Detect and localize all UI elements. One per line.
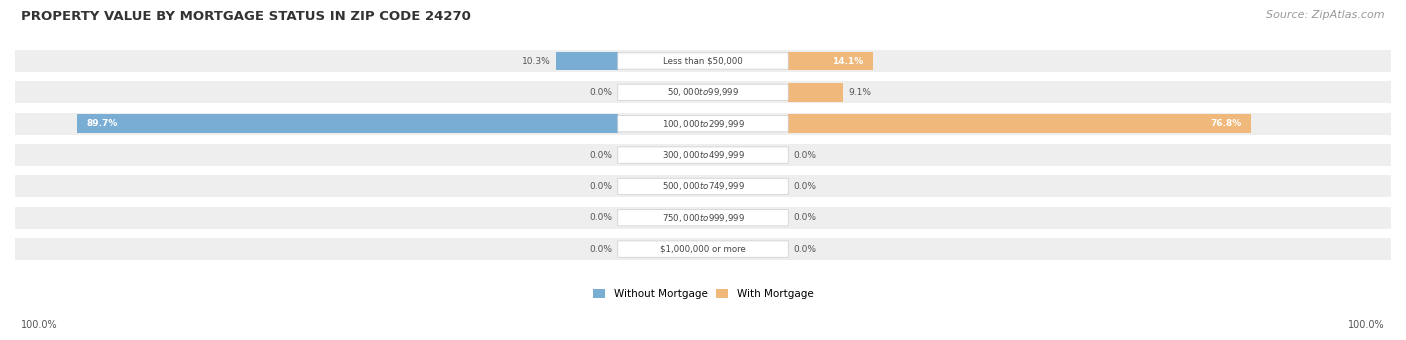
Text: $1,000,000 or more: $1,000,000 or more	[661, 244, 745, 254]
Bar	[15, 144, 1391, 166]
Text: 0.0%: 0.0%	[589, 88, 613, 97]
FancyBboxPatch shape	[617, 209, 789, 226]
Bar	[789, 83, 844, 102]
FancyBboxPatch shape	[617, 241, 789, 257]
Text: 9.1%: 9.1%	[848, 88, 872, 97]
Text: $100,000 to $299,999: $100,000 to $299,999	[662, 118, 744, 130]
FancyBboxPatch shape	[617, 178, 789, 194]
Text: $50,000 to $99,999: $50,000 to $99,999	[666, 86, 740, 98]
Text: $300,000 to $499,999: $300,000 to $499,999	[661, 149, 745, 161]
Text: 0.0%: 0.0%	[589, 182, 613, 191]
FancyBboxPatch shape	[617, 147, 789, 163]
Bar	[15, 238, 1391, 260]
Text: 10.3%: 10.3%	[522, 56, 551, 66]
Text: 100.0%: 100.0%	[21, 320, 58, 330]
Text: PROPERTY VALUE BY MORTGAGE STATUS IN ZIP CODE 24270: PROPERTY VALUE BY MORTGAGE STATUS IN ZIP…	[21, 10, 471, 23]
Text: 14.1%: 14.1%	[832, 56, 863, 66]
FancyBboxPatch shape	[617, 84, 789, 101]
Bar	[789, 114, 1251, 133]
Bar	[15, 175, 1391, 198]
Text: 0.0%: 0.0%	[589, 213, 613, 222]
FancyBboxPatch shape	[617, 53, 789, 69]
Bar	[789, 52, 873, 70]
Text: 89.7%: 89.7%	[87, 119, 118, 128]
Bar	[15, 50, 1391, 72]
FancyBboxPatch shape	[617, 116, 789, 132]
Text: 0.0%: 0.0%	[589, 244, 613, 254]
Text: 76.8%: 76.8%	[1211, 119, 1241, 128]
Text: 0.0%: 0.0%	[589, 151, 613, 159]
Text: $500,000 to $749,999: $500,000 to $749,999	[661, 181, 745, 192]
Text: $750,000 to $999,999: $750,000 to $999,999	[661, 212, 745, 224]
Text: 100.0%: 100.0%	[1348, 320, 1385, 330]
Text: 0.0%: 0.0%	[793, 151, 817, 159]
Bar	[15, 81, 1391, 103]
Bar	[15, 207, 1391, 229]
Legend: Without Mortgage, With Mortgage: Without Mortgage, With Mortgage	[593, 289, 813, 299]
Text: 0.0%: 0.0%	[793, 213, 817, 222]
Bar	[77, 114, 617, 133]
Bar	[555, 52, 617, 70]
Text: Source: ZipAtlas.com: Source: ZipAtlas.com	[1267, 10, 1385, 20]
Text: 0.0%: 0.0%	[793, 182, 817, 191]
Text: 0.0%: 0.0%	[793, 244, 817, 254]
Bar	[15, 113, 1391, 135]
Text: Less than $50,000: Less than $50,000	[664, 56, 742, 66]
